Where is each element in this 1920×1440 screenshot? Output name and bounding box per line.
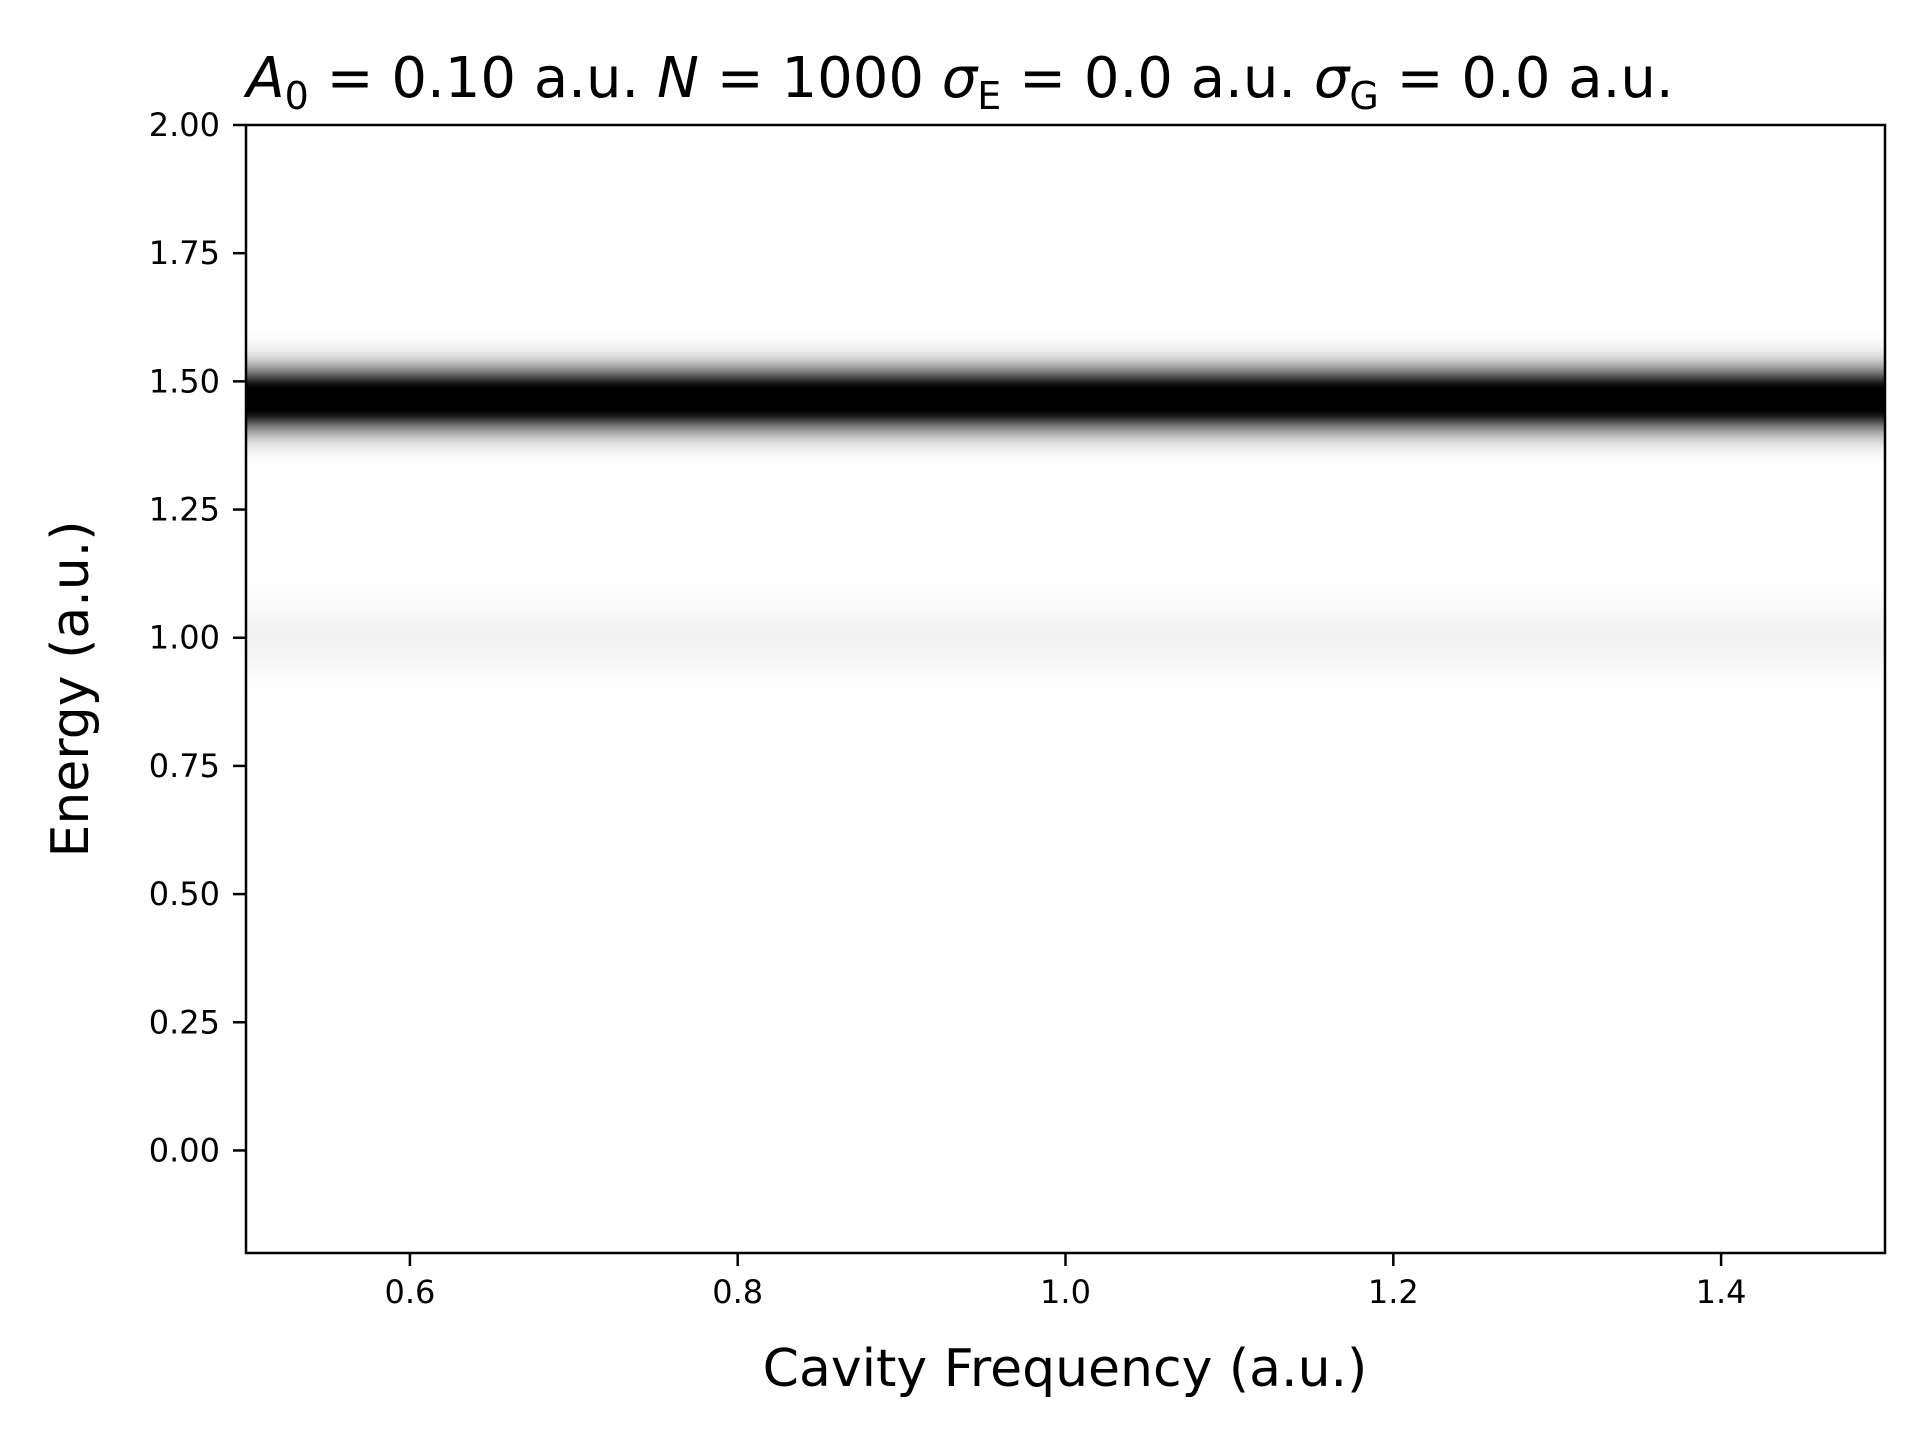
heatmap-bands	[246, 333, 1885, 720]
y-tick-label: 1.25	[149, 491, 220, 529]
y-tick-label: 1.00	[149, 619, 220, 657]
y-tick-label: 1.75	[149, 234, 220, 272]
y-axis-label: Energy (a.u.)	[41, 520, 101, 857]
heatmap-band	[246, 555, 1885, 720]
chart-title: A0 = 0.10 a.u. N = 1000 σE = 0.0 a.u. σG…	[243, 46, 1673, 118]
x-tick-label: 1.0	[1040, 1273, 1091, 1311]
plot-area	[244, 123, 1887, 1255]
y-tick-label: 0.50	[149, 875, 220, 913]
x-tick-label: 0.8	[712, 1273, 763, 1311]
y-tick-label: 2.00	[149, 106, 220, 144]
y-tick-label: 0.00	[149, 1131, 220, 1169]
heatmap-band	[246, 333, 1885, 465]
x-axis-label: Cavity Frequency (a.u.)	[763, 1339, 1368, 1399]
x-tick-label: 0.6	[384, 1273, 435, 1311]
y-tick-label: 1.50	[149, 362, 220, 400]
x-tick-label: 1.4	[1696, 1273, 1747, 1311]
x-tick-label: 1.2	[1368, 1273, 1419, 1311]
y-axis-ticks: 0.00 0.25 0.50 0.75 1.00 1.25 1.50 1.75 2.00	[149, 106, 246, 1169]
y-tick-label: 0.75	[149, 747, 220, 785]
y-tick-label: 0.25	[149, 1003, 220, 1041]
x-axis-ticks: 0.6 0.8 1.0 1.2 1.4	[384, 1253, 1747, 1311]
